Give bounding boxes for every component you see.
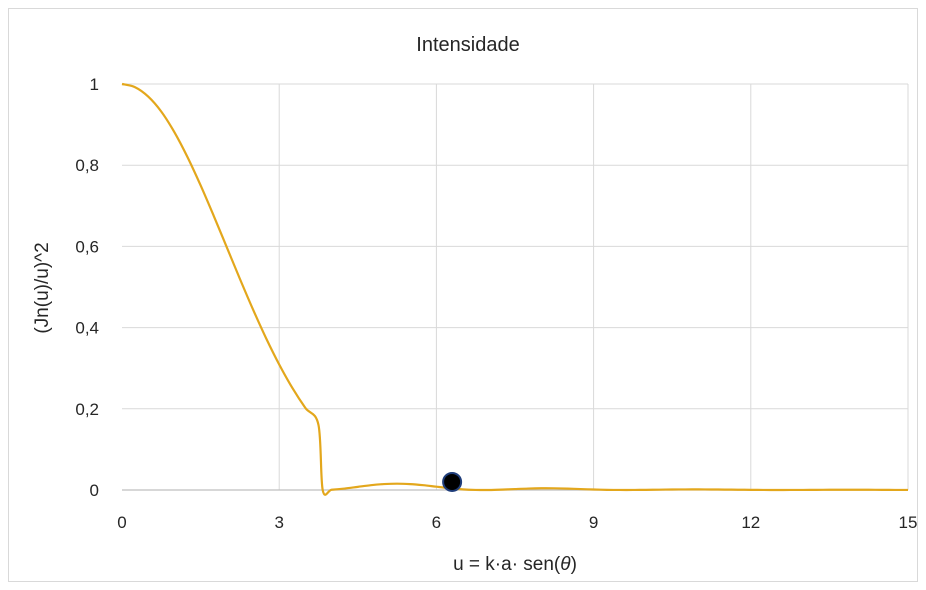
x-tick-label: 0 [117,513,126,532]
x-tick-label: 15 [899,513,918,532]
x-axis-title: u = k·a· sen(θ) [453,554,577,575]
x-tick-label: 6 [432,513,441,532]
y-axis-title: (Jn(u)/u)^2 [32,242,53,333]
y-tick-label: 1 [90,75,99,94]
y-tick-label: 0,2 [75,400,99,419]
chart-frame [8,8,918,582]
grid [122,83,909,490]
x-tick-label: 12 [741,513,760,532]
y-tick-label: 0,8 [75,156,99,175]
x-tick-label: 3 [274,513,283,532]
x-tick-label: 9 [589,513,598,532]
y-tick-labels: 0 0,2 0,4 0,6 0,8 1 [75,75,99,500]
y-tick-label: 0 [90,481,99,500]
chart-title: Intensidade [416,34,519,56]
x-tick-labels: 0 3 6 9 12 15 [117,513,917,532]
y-tick-label: 0,4 [75,319,99,338]
intensity-series-line [121,82,909,496]
highlight-marker [442,471,463,492]
y-tick-label: 0,6 [75,237,99,256]
